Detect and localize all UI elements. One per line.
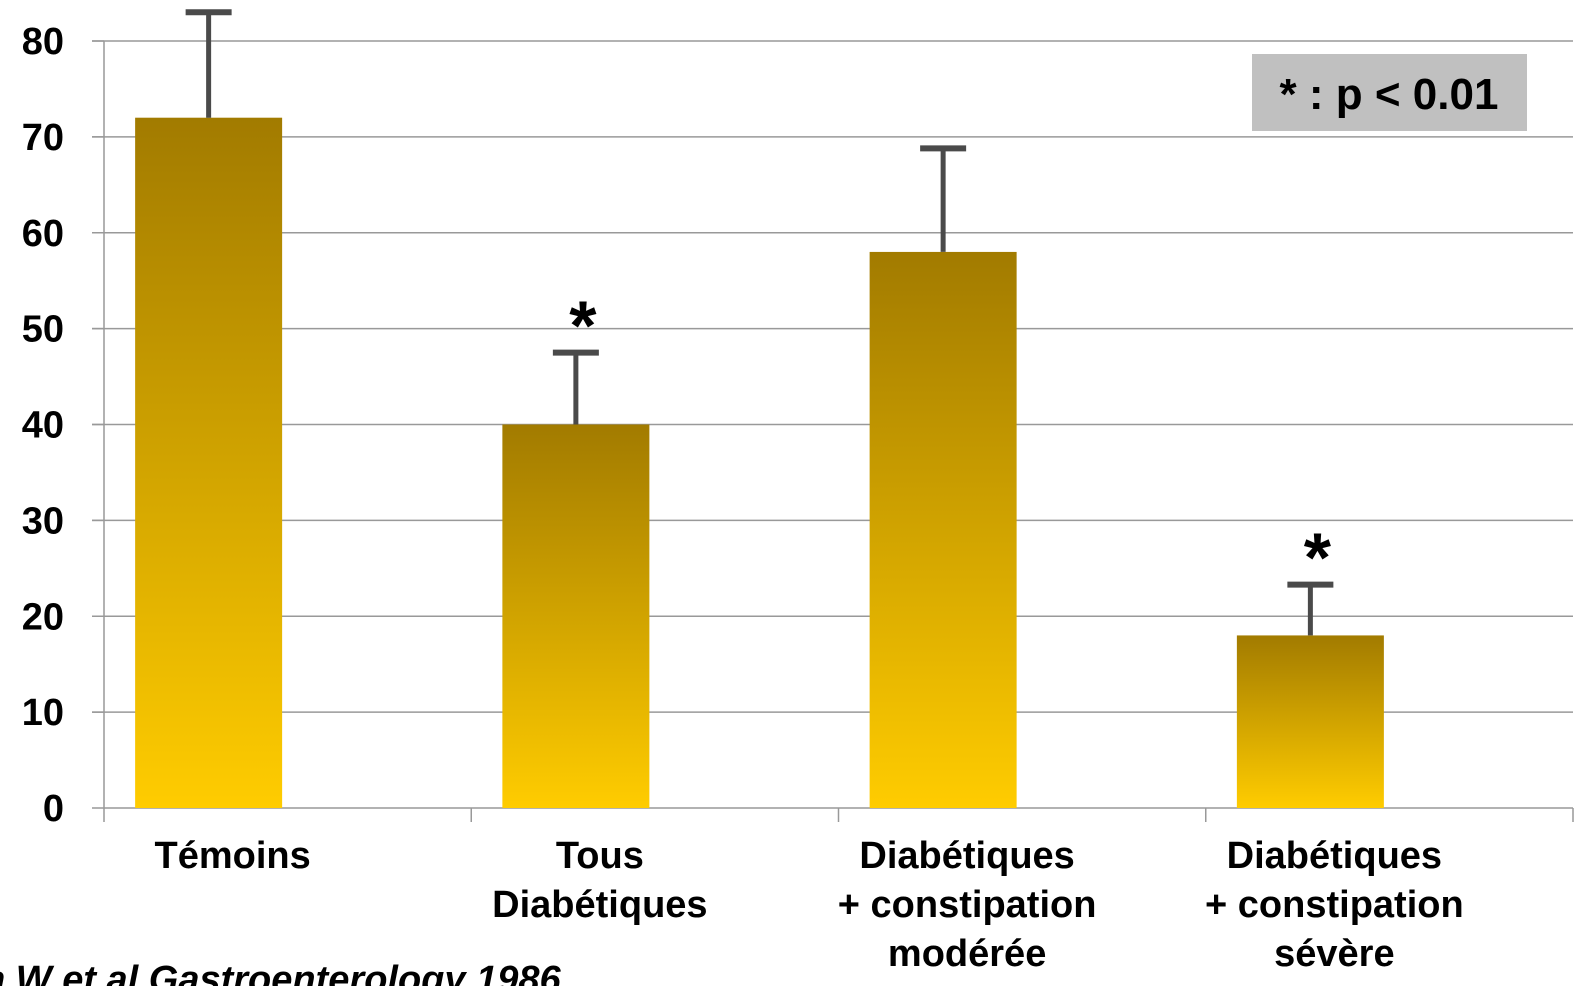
y-tick-label: 50 (22, 309, 64, 351)
y-tick-label: 20 (22, 596, 64, 638)
y-tick-label: 10 (22, 692, 64, 734)
category-label: Diabétiques (492, 884, 707, 926)
bar (1236, 635, 1384, 808)
significance-star: * (1304, 519, 1332, 597)
gridlines (92, 40, 1573, 713)
category-label: + constipation (838, 884, 1097, 926)
reference-footer: n W et al Gastroenterology 1986 (0, 959, 561, 986)
significance-note-box (1252, 54, 1527, 131)
significance-star: * (569, 287, 597, 365)
y-tick-label: 70 (22, 117, 64, 159)
category-label: Tous (556, 835, 644, 877)
category-label: Diabétiques (1227, 835, 1442, 877)
y-tick-labels: 0 10 20 30 40 50 60 70 80 (22, 21, 64, 830)
y-tick-label: 0 (43, 788, 64, 830)
bars (135, 117, 1384, 809)
category-label: Diabétiques (859, 835, 1074, 877)
y-tick-label: 40 (22, 405, 64, 447)
y-tick-label: 60 (22, 213, 64, 255)
y-tick-label: 80 (22, 21, 64, 63)
category-labels: Témoins Tous Diabétiques Diabétiques + const… (155, 835, 1464, 975)
bar (135, 117, 283, 808)
error-bars (185, 9, 1334, 636)
significance-note: * : p < 0.01 (1252, 54, 1527, 131)
category-label: + constipation (1205, 884, 1464, 926)
significance-marks: ** (569, 287, 1332, 597)
significance-note-text: * : p < 0.01 (1280, 70, 1499, 119)
y-tick-label: 30 (22, 500, 64, 542)
category-label: sévère (1274, 933, 1394, 975)
bar (502, 424, 650, 808)
category-label: modérée (888, 933, 1046, 975)
category-label: Témoins (155, 835, 311, 877)
bar (869, 251, 1017, 809)
